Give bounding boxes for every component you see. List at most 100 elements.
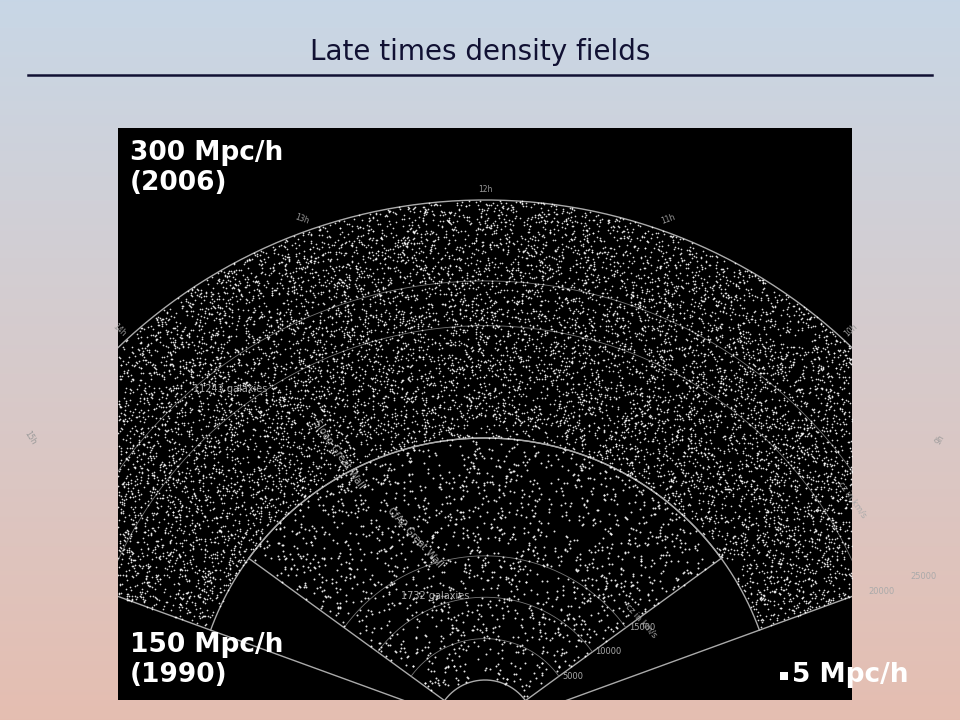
Point — [818, 531, 833, 542]
Point — [268, 315, 283, 326]
Point — [196, 578, 211, 590]
Point — [267, 363, 282, 374]
Point — [427, 420, 443, 431]
Point — [493, 238, 509, 250]
Point — [500, 374, 516, 386]
Point — [756, 454, 771, 466]
Point — [829, 526, 845, 537]
Point — [121, 553, 136, 564]
Point — [560, 206, 575, 217]
Point — [691, 498, 707, 509]
Point — [150, 593, 165, 605]
Point — [432, 481, 447, 492]
Point — [608, 488, 623, 500]
Point — [683, 241, 698, 253]
Point — [532, 482, 547, 494]
Point — [393, 283, 408, 294]
Point — [725, 489, 740, 500]
Point — [191, 503, 206, 515]
Point — [153, 413, 168, 424]
Point — [731, 320, 746, 331]
Point — [488, 383, 503, 395]
Point — [144, 445, 159, 456]
Point — [693, 313, 708, 325]
Point — [457, 233, 472, 245]
Point — [569, 216, 585, 228]
Point — [165, 359, 180, 370]
Point — [179, 293, 194, 305]
Point — [179, 534, 194, 546]
Point — [430, 409, 445, 420]
Point — [524, 413, 540, 424]
Point — [512, 389, 527, 400]
Point — [787, 577, 803, 589]
Point — [334, 325, 349, 337]
Point — [534, 309, 549, 320]
Point — [180, 564, 195, 576]
Point — [621, 418, 636, 430]
Point — [262, 513, 277, 525]
Point — [767, 402, 782, 413]
Point — [384, 578, 399, 590]
Point — [640, 236, 656, 248]
Point — [764, 419, 780, 431]
Point — [370, 215, 385, 226]
Point — [500, 246, 516, 258]
Point — [369, 289, 384, 301]
Point — [455, 326, 470, 338]
Point — [623, 576, 638, 588]
Point — [329, 439, 345, 451]
Point — [164, 353, 180, 364]
Point — [718, 384, 733, 395]
Point — [648, 264, 663, 276]
Point — [625, 287, 640, 298]
Point — [477, 215, 492, 227]
Point — [123, 554, 138, 566]
Point — [712, 321, 728, 333]
Point — [338, 324, 353, 336]
Point — [650, 365, 665, 377]
Bar — [780, 672, 788, 680]
Point — [204, 293, 220, 305]
Point — [430, 315, 445, 327]
Point — [157, 562, 173, 573]
Point — [254, 414, 270, 426]
Point — [674, 495, 689, 507]
Point — [554, 231, 569, 243]
Point — [135, 426, 151, 438]
Point — [792, 542, 807, 554]
Point — [676, 580, 691, 591]
Point — [439, 557, 454, 569]
Point — [523, 292, 539, 304]
Point — [821, 585, 836, 596]
Point — [620, 355, 636, 366]
Point — [632, 402, 647, 413]
Point — [730, 549, 745, 560]
Point — [311, 397, 326, 409]
Point — [381, 565, 396, 577]
Point — [306, 242, 322, 253]
Point — [430, 388, 445, 400]
Point — [254, 262, 270, 274]
Point — [813, 526, 828, 538]
Point — [546, 352, 562, 364]
Point — [749, 561, 764, 572]
Point — [632, 300, 647, 312]
Point — [616, 277, 632, 289]
Point — [220, 382, 235, 393]
Point — [287, 428, 302, 440]
Point — [252, 470, 268, 482]
Point — [196, 379, 211, 391]
Point — [560, 297, 575, 308]
Point — [681, 380, 696, 392]
Point — [172, 548, 187, 559]
Point — [624, 227, 639, 238]
Point — [516, 690, 532, 702]
Point — [228, 423, 244, 434]
Point — [585, 312, 600, 323]
Point — [765, 465, 780, 477]
Point — [398, 340, 414, 351]
Point — [602, 301, 617, 312]
Point — [267, 368, 282, 379]
Point — [644, 531, 660, 542]
